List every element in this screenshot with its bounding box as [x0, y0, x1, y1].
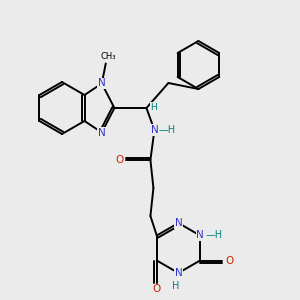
Text: H: H	[172, 281, 179, 291]
Text: N: N	[98, 128, 106, 137]
Text: N: N	[98, 79, 106, 88]
Text: O: O	[225, 256, 233, 266]
Text: —H: —H	[159, 125, 176, 135]
Text: O: O	[115, 155, 124, 165]
Text: H: H	[150, 103, 157, 112]
Text: N: N	[175, 218, 182, 228]
Text: N: N	[196, 230, 204, 241]
Text: N: N	[151, 125, 158, 135]
Text: CH₃: CH₃	[100, 52, 116, 61]
Text: —H: —H	[206, 230, 223, 241]
Text: O: O	[153, 284, 161, 295]
Text: N: N	[175, 268, 182, 278]
